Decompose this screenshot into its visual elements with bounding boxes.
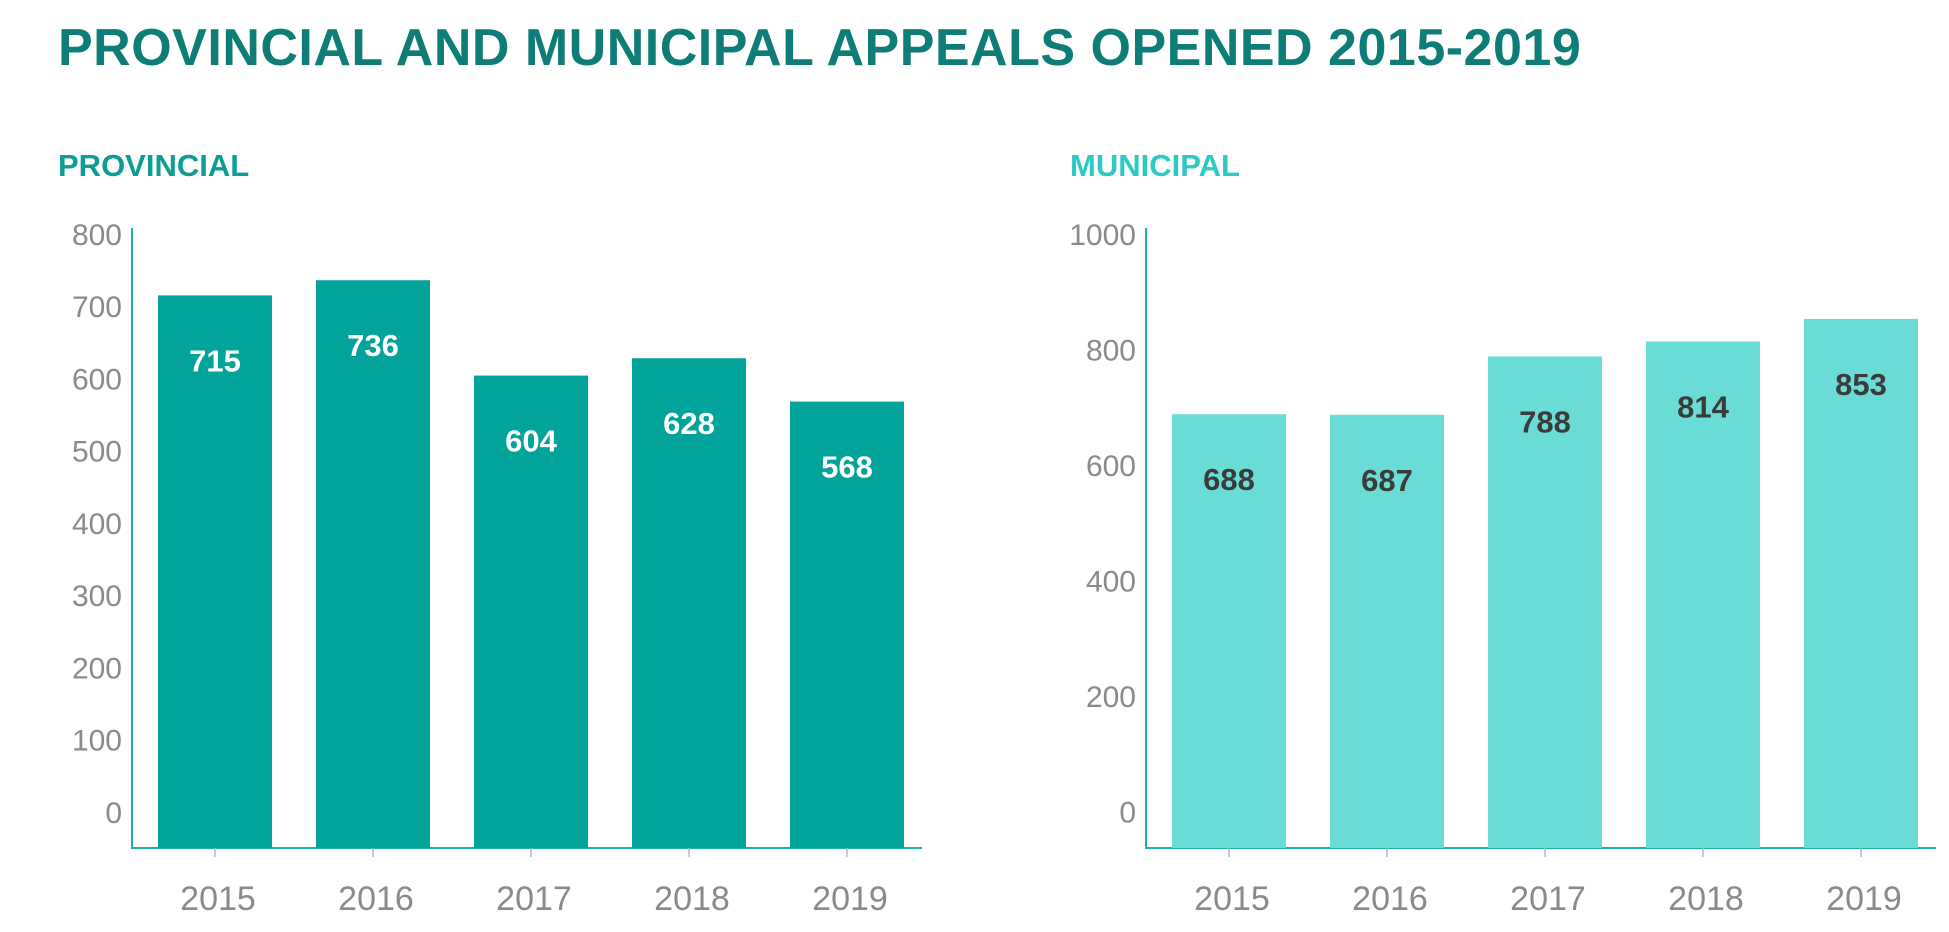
municipal-chart-panel: MUNICIPAL 0 200 400 600 800 1000 688 2015 687 201… — [960, 140, 1949, 932]
provincial-bar-value-label: 715 — [189, 343, 241, 378]
provincial-y-tick-label: 300 — [72, 580, 122, 613]
municipal-bar-value-label: 788 — [1519, 404, 1571, 439]
municipal-bar-value-label: 853 — [1835, 367, 1887, 402]
municipal-bar — [1488, 356, 1602, 848]
provincial-bar-chart: 0 100 200 300 400 500 600 700 800 715 2015 736 2016 6… — [72, 219, 922, 918]
provincial-y-tick-label: 500 — [72, 436, 122, 469]
provincial-x-tick-label: 2017 — [496, 880, 572, 918]
page-title: PROVINCIAL AND MUNICIPAL APPEALS OPENED … — [58, 19, 1582, 77]
municipal-y-tick-label: 600 — [1086, 450, 1136, 483]
municipal-y-tick-label: 1000 — [1069, 219, 1136, 252]
provincial-bar-value-label: 628 — [663, 406, 715, 441]
municipal-y-tick-label: 0 — [1119, 797, 1136, 830]
provincial-bar — [474, 375, 588, 848]
provincial-x-tick-label: 2016 — [338, 880, 414, 918]
provincial-y-tick-label: 100 — [72, 725, 122, 758]
provincial-y-tick-label: 600 — [72, 363, 122, 396]
provincial-y-tick-label: 200 — [72, 652, 122, 685]
provincial-bar — [158, 295, 272, 848]
municipal-y-tick-label: 800 — [1086, 335, 1136, 368]
provincial-y-tick-label: 700 — [72, 291, 122, 324]
municipal-bar-value-label: 814 — [1677, 389, 1729, 424]
provincial-bar-value-label: 568 — [821, 450, 873, 485]
provincial-y-tick-label: 800 — [72, 219, 122, 252]
provincial-y-tick-label: 400 — [72, 508, 122, 541]
provincial-bar — [790, 401, 904, 848]
municipal-x-tick-label: 2017 — [1510, 880, 1586, 918]
municipal-bar-chart: 0 200 400 600 800 1000 688 2015 687 2016 788 2017 81… — [1069, 219, 1936, 918]
municipal-bar — [1330, 414, 1444, 848]
municipal-x-tick-label: 2019 — [1826, 880, 1902, 918]
municipal-bar — [1646, 341, 1760, 848]
provincial-bar — [316, 280, 430, 848]
municipal-x-tick-label: 2016 — [1352, 880, 1428, 918]
municipal-chart-title: MUNICIPAL — [1070, 148, 1240, 183]
provincial-bar-value-label: 604 — [505, 424, 557, 459]
provincial-bar — [632, 358, 746, 848]
provincial-chart-title: PROVINCIAL — [58, 148, 250, 183]
municipal-bar-value-label: 687 — [1361, 463, 1413, 498]
municipal-bar-value-label: 688 — [1203, 462, 1255, 497]
municipal-bar — [1172, 414, 1286, 848]
municipal-x-tick-label: 2018 — [1668, 880, 1744, 918]
municipal-y-tick-label: 400 — [1086, 566, 1136, 599]
provincial-x-tick-label: 2015 — [180, 880, 256, 918]
municipal-x-tick-label: 2015 — [1194, 880, 1270, 918]
provincial-chart-panel: PROVINCIAL 0 100 200 300 400 500 600 700 800 715 2… — [0, 140, 960, 932]
municipal-bar — [1804, 318, 1918, 848]
provincial-x-tick-label: 2019 — [812, 880, 888, 918]
provincial-y-tick-label: 0 — [105, 797, 122, 830]
municipal-y-tick-label: 200 — [1086, 681, 1136, 714]
provincial-x-tick-label: 2018 — [654, 880, 730, 918]
provincial-bar-value-label: 736 — [347, 328, 399, 363]
